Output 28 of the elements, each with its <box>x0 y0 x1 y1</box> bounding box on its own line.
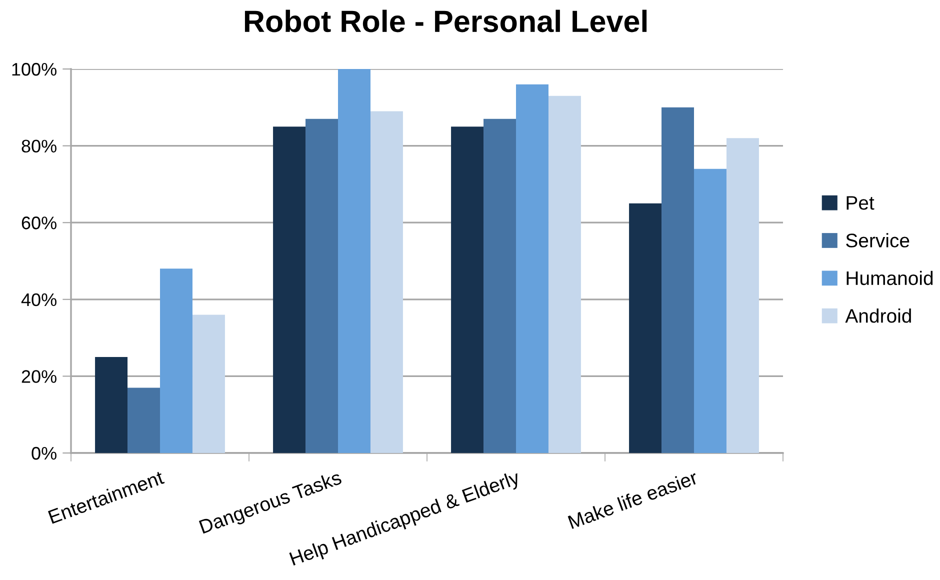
bar <box>694 168 726 453</box>
y-tick-label: 0% <box>32 446 56 460</box>
bar <box>128 388 160 453</box>
bar <box>484 118 516 453</box>
y-tick-label: 20% <box>22 370 56 383</box>
y-tick-label: 60% <box>22 216 56 230</box>
legend-label: Android <box>845 308 911 323</box>
legend-label: Pet <box>846 196 874 210</box>
bar <box>306 118 338 453</box>
bar <box>160 268 192 453</box>
bar <box>338 69 370 453</box>
legend-label: Humanoid <box>846 270 933 286</box>
bar <box>548 96 581 453</box>
bar <box>192 314 225 453</box>
bar <box>629 203 662 453</box>
legend-label: Service <box>846 233 910 248</box>
bar <box>516 84 548 453</box>
bar <box>451 126 484 453</box>
bar <box>95 357 128 453</box>
chart-title: Robot Role - Personal Level <box>244 10 647 32</box>
bar <box>726 138 759 453</box>
y-tick-label: 40% <box>21 293 56 306</box>
y-tick-label: 100% <box>12 62 56 76</box>
bar <box>273 126 306 453</box>
x-tick-label: Make life easier <box>568 470 699 530</box>
bar <box>662 107 694 453</box>
bar <box>370 111 403 453</box>
y-tick-label: 80% <box>22 140 56 153</box>
